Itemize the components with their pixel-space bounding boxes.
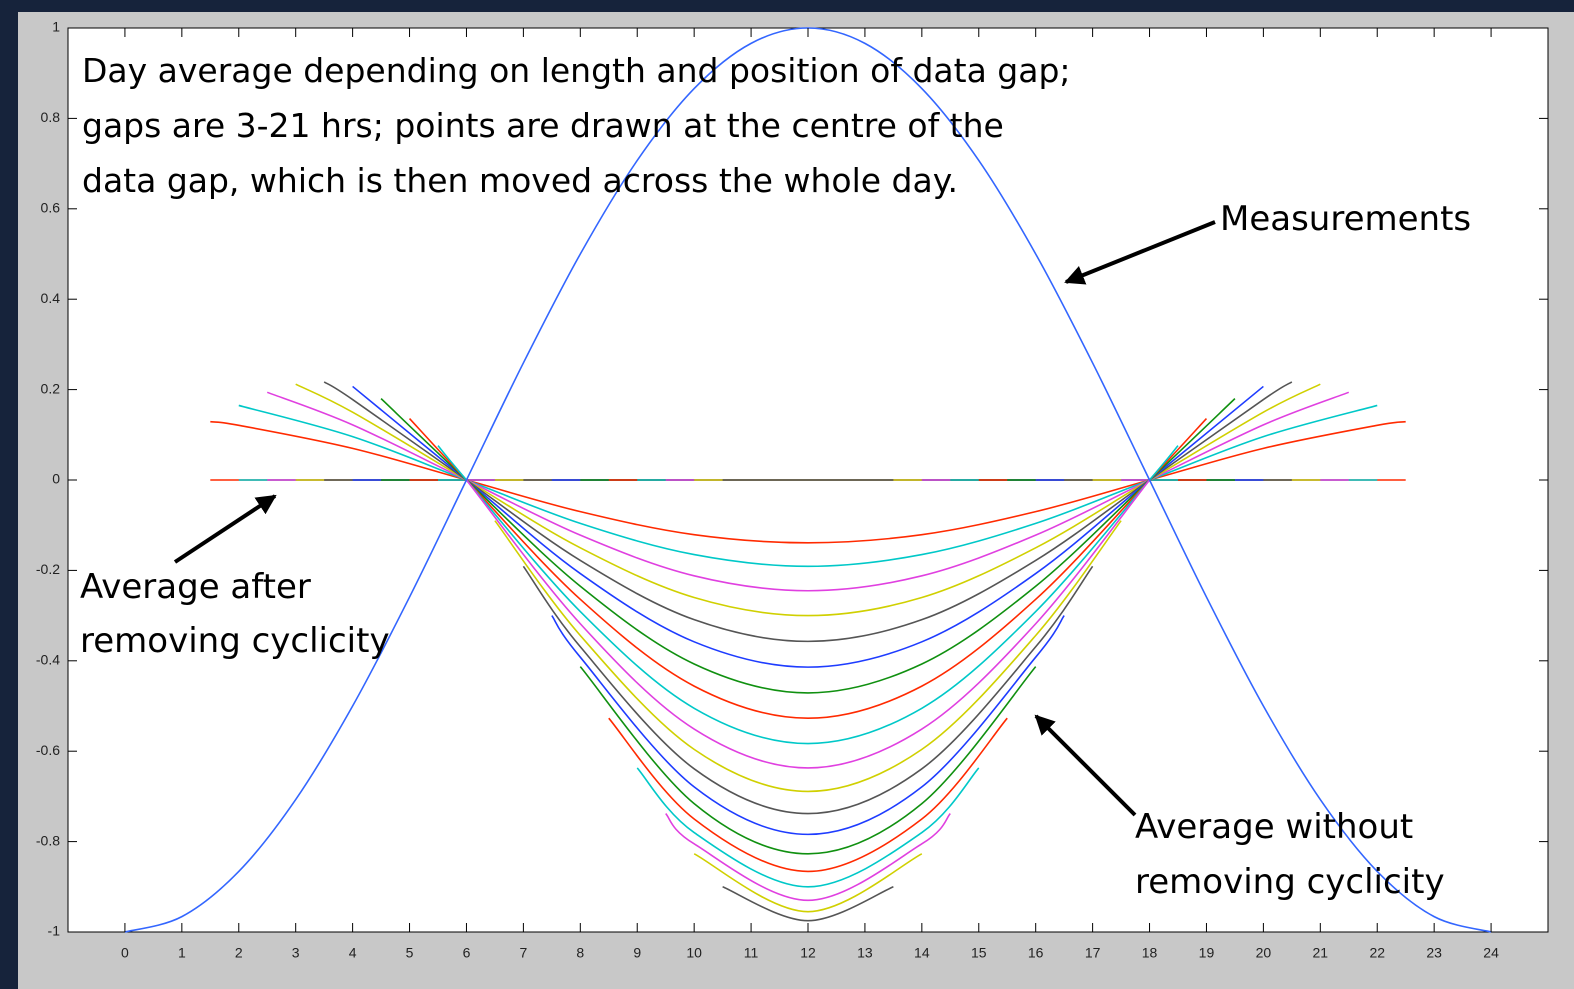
series-line [465, 479, 1151, 769]
series-line [522, 565, 1094, 815]
y-tick-label: -0.2 [36, 561, 60, 577]
series-line [437, 445, 1179, 745]
x-tick-label: 18 [1142, 945, 1158, 961]
y-tick-label: 0.8 [41, 109, 61, 125]
arrow [173, 494, 277, 564]
x-tick-label: 7 [519, 945, 527, 961]
x-tick-label: 19 [1199, 945, 1215, 961]
x-tick-label: 11 [744, 945, 759, 961]
x-tick-label: 4 [349, 945, 357, 961]
arrow [1034, 714, 1137, 817]
series-line [408, 417, 1208, 720]
x-tick-label: 14 [914, 945, 930, 961]
series-line [323, 381, 1293, 643]
annotation: Average without [1135, 807, 1413, 847]
x-tick-label: 6 [463, 945, 471, 961]
y-tick-label: -0.8 [36, 832, 60, 848]
series-line [380, 398, 1236, 694]
x-tick-label: 12 [800, 945, 816, 961]
x-tick-label: 0 [121, 945, 129, 961]
y-tick-label: 0.4 [41, 290, 61, 306]
series-line [551, 615, 1065, 836]
y-tick-label: -1 [48, 923, 61, 939]
annotation: data gap, which is then moved across the… [82, 161, 958, 200]
x-tick-label: 9 [633, 945, 641, 961]
series-line [693, 853, 923, 913]
y-tick-label: -0.4 [36, 652, 60, 668]
y-tick-label: 0.6 [41, 200, 61, 216]
series-line [665, 813, 951, 902]
annotation: removing cyclicity [1135, 862, 1445, 902]
series-line [636, 767, 980, 888]
marks [124, 27, 1492, 933]
series-line [295, 383, 1321, 617]
x-tick-label: 5 [406, 945, 414, 961]
series-line [722, 886, 894, 922]
x-tick-label: 22 [1369, 945, 1385, 961]
x-tick-label: 15 [971, 945, 987, 961]
y-tick-label: 0 [52, 471, 60, 487]
series-line [494, 520, 1122, 793]
annotation: Measurements [1220, 199, 1471, 239]
series-line [238, 404, 1378, 568]
x-tick-label: 23 [1426, 945, 1442, 961]
y-tick-label: 1 [52, 19, 60, 35]
series-line [266, 391, 1350, 592]
annotations: Day average depending on length and posi… [80, 51, 1471, 902]
series-line [608, 717, 1008, 873]
y-tick-label: 0.2 [41, 380, 61, 396]
x-tick-label: 10 [686, 945, 702, 961]
annotation: Day average depending on length and posi… [82, 51, 1071, 90]
series-line [210, 420, 1406, 544]
annotation: gaps are 3-21 hrs; points are drawn at t… [82, 106, 1004, 145]
series-line [579, 666, 1037, 855]
x-tick-label: 24 [1483, 945, 1499, 961]
x-tick-label: 21 [1313, 945, 1329, 961]
x-tick-label: 3 [292, 945, 300, 961]
arrow [1064, 220, 1216, 285]
annotation: removing cyclicity [80, 621, 390, 661]
x-tick-label: 20 [1256, 945, 1272, 961]
x-tick-label: 16 [1028, 945, 1044, 961]
y-tick-label: -0.6 [36, 742, 60, 758]
x-tick-label: 17 [1085, 945, 1101, 961]
series-line [352, 385, 1264, 668]
x-tick-label: 13 [857, 945, 873, 961]
x-tick-label: 8 [576, 945, 584, 961]
x-tick-label: 2 [235, 945, 243, 961]
annotation: Average after [80, 567, 311, 607]
x-tick-label: 1 [178, 945, 186, 961]
